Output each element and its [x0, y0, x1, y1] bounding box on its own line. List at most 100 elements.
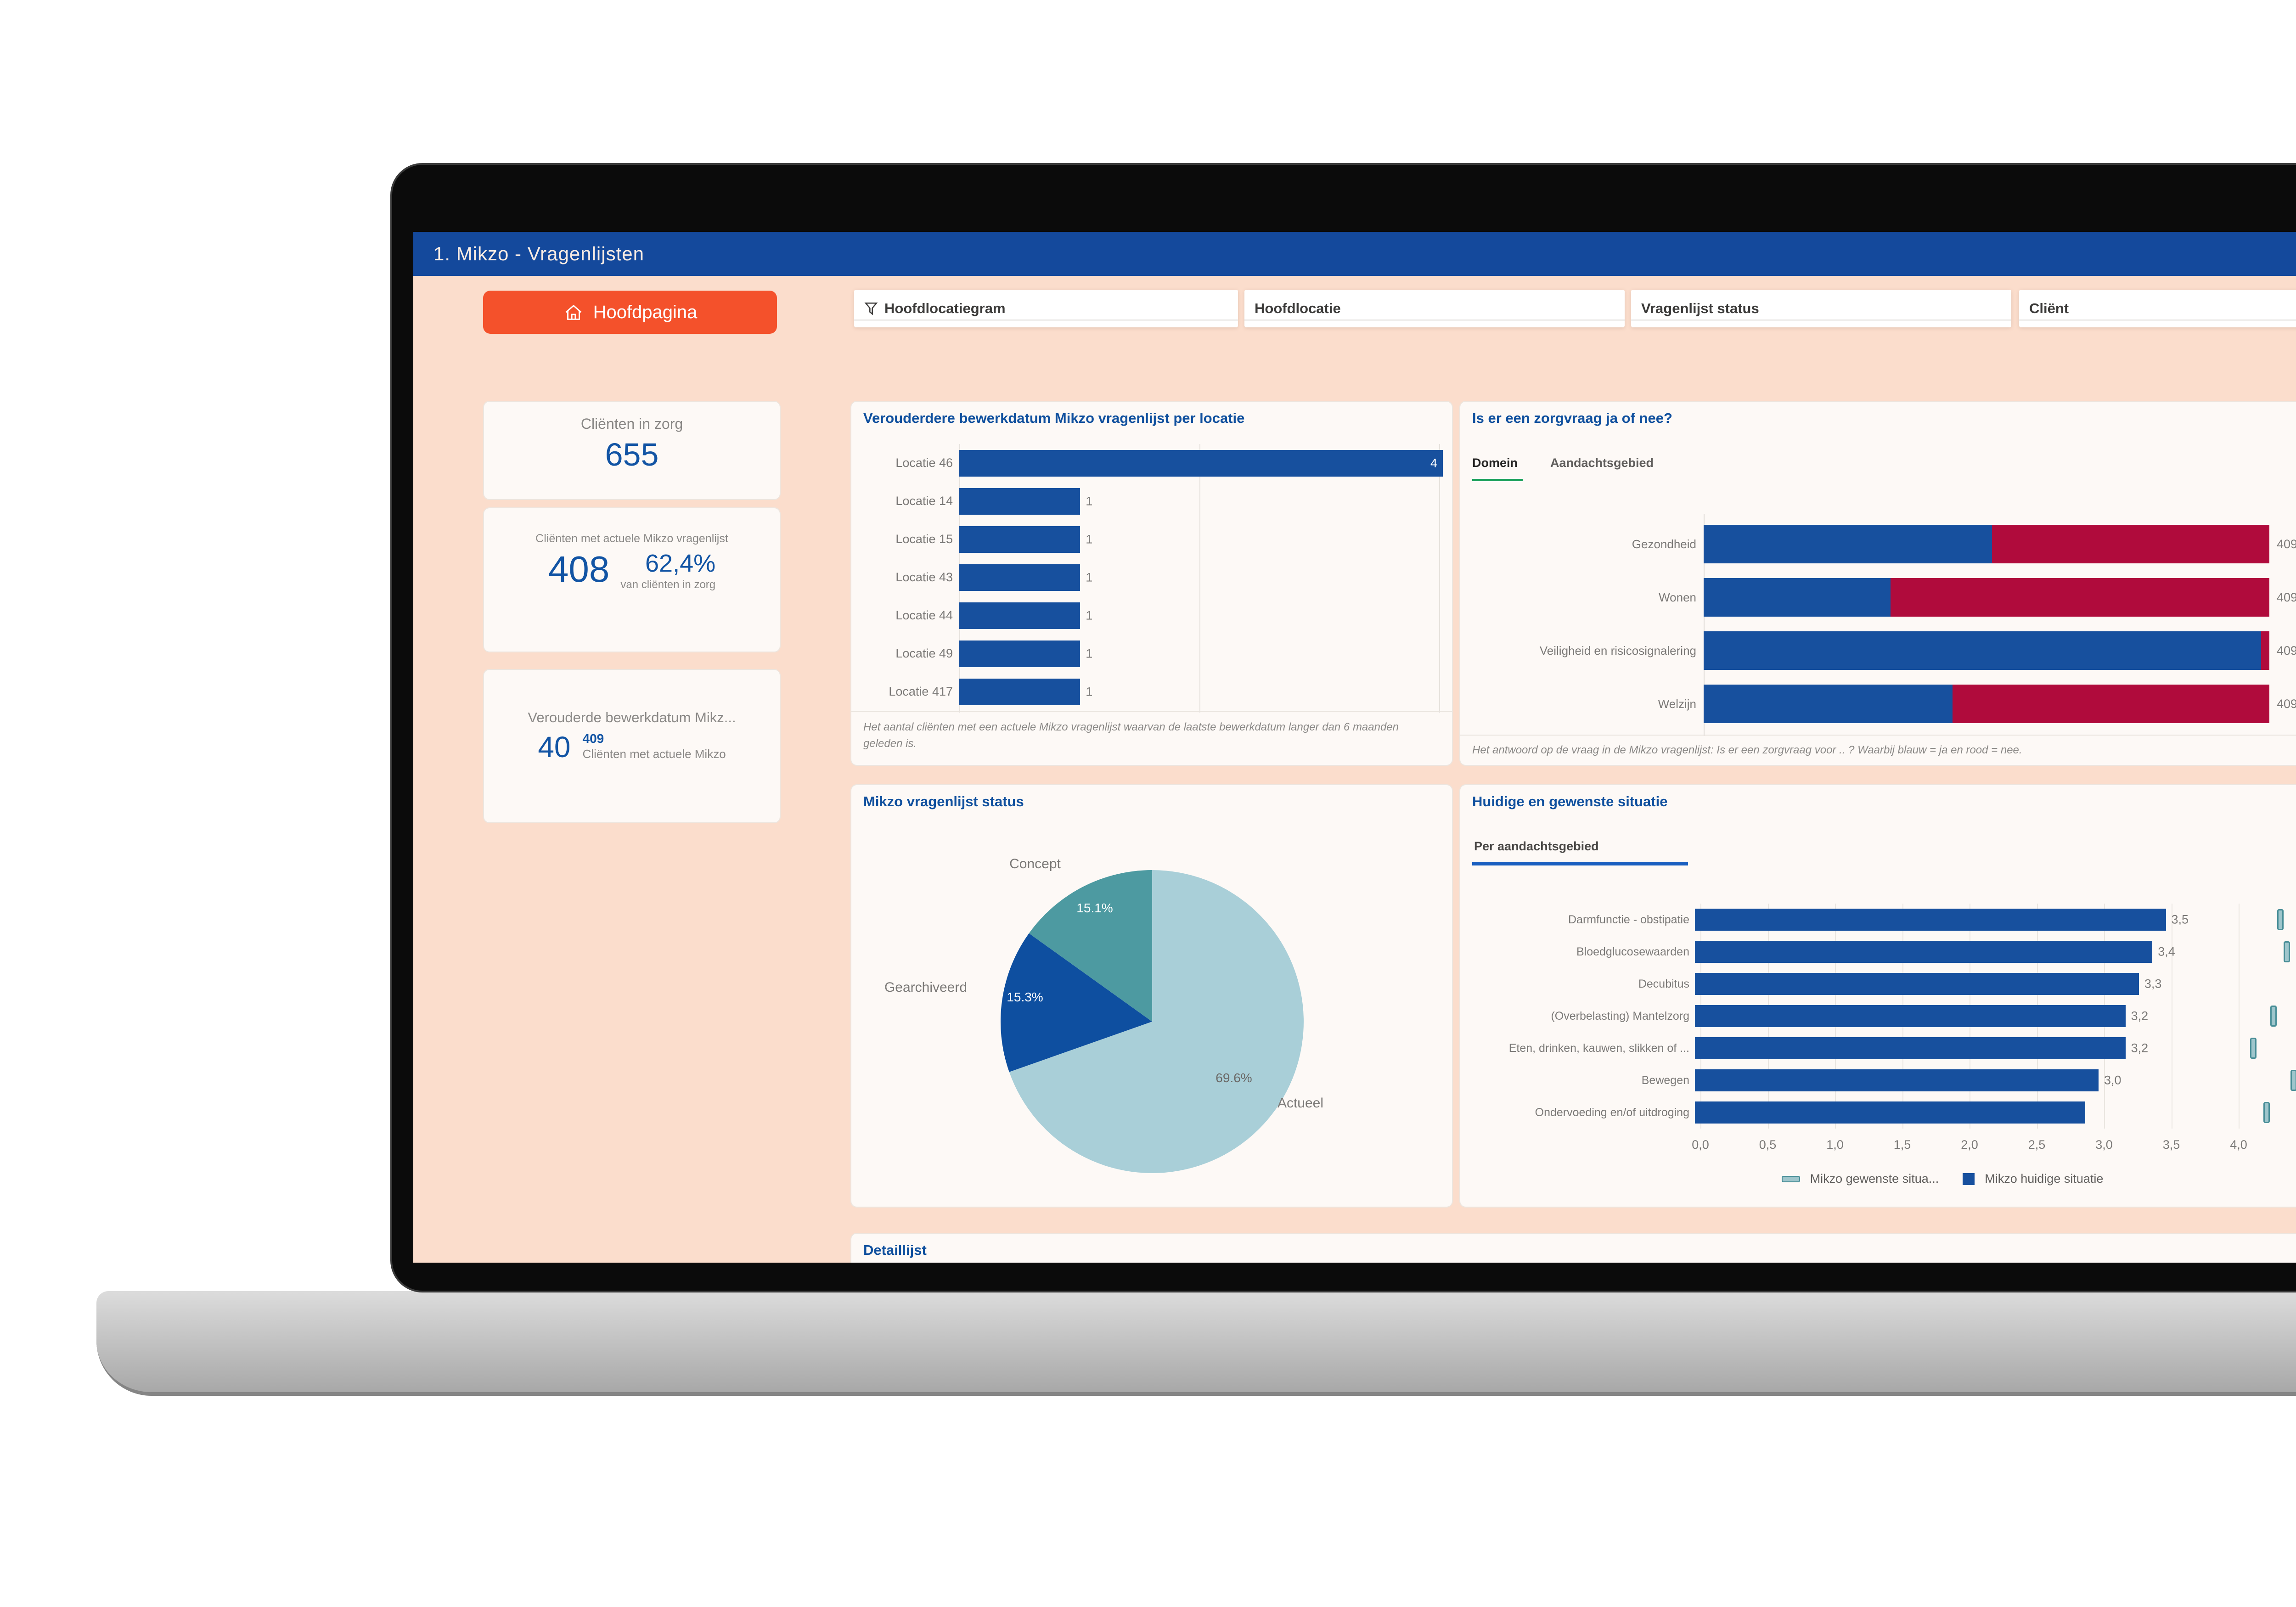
active-tab-underline	[1472, 479, 1523, 481]
bar-row: Locatie 417 1	[862, 673, 1441, 711]
category-label: Locatie 46	[895, 456, 953, 470]
x-tick-label: 0,5	[1759, 1138, 1777, 1152]
pie-slice-actueel[interactable]	[1009, 870, 1304, 1173]
segment-ja[interactable]	[1704, 525, 1992, 563]
segment-nee[interactable]	[1992, 525, 2269, 563]
data-bar[interactable]	[959, 678, 1080, 705]
target-marker[interactable]	[2284, 941, 2290, 962]
slicer-label: Hoofdlocatiegram	[884, 300, 1006, 316]
target-marker[interactable]	[2290, 1070, 2296, 1091]
category-label: Locatie 14	[895, 494, 953, 508]
bar-value-label: 3,2	[2131, 1009, 2149, 1023]
tab-domein[interactable]: Domein	[1472, 456, 1518, 470]
bar-value-label: 3,3	[2144, 977, 2162, 991]
kpi-title: Cliënten met actuele Mikzo vragenlijst	[535, 532, 728, 545]
bar-row: Decubitus 3,3	[1471, 968, 2296, 1000]
bar-track: 1	[959, 488, 1441, 515]
kpi-percent-caption: van cliënten in zorg	[620, 579, 716, 591]
slicer-label: Cliënt	[2029, 300, 2069, 316]
target-marker[interactable]	[2270, 1006, 2277, 1027]
chart-title: Huidige en gewenste situatie	[1472, 793, 1668, 809]
pie-slice-gearchiveerd[interactable]	[1000, 933, 1152, 1072]
slicer-client[interactable]: Cliënt	[2019, 290, 2296, 327]
bar-value-label: 3,0	[2104, 1073, 2122, 1087]
bar-track: 1	[959, 564, 1441, 591]
data-bar[interactable]	[1695, 941, 2153, 963]
page-title: 1. Mikzo - Vragenlijsten	[433, 243, 644, 264]
segment-ja[interactable]	[1704, 685, 1953, 723]
category-label: Locatie 49	[895, 646, 953, 660]
bar-track: 1	[959, 526, 1441, 553]
segment-nee[interactable]	[1890, 578, 2269, 617]
chart-card-zorgvraag: Is er een zorgvraag ja of nee? Domein Aa…	[1459, 401, 2296, 766]
data-bar[interactable]	[959, 602, 1080, 629]
bar-row: Eten, drinken, kauwen, slikken of ... 3,2	[1471, 1032, 2296, 1064]
data-bar[interactable]	[1695, 909, 2166, 931]
legend-huidige-label: Mikzo huidige situatie	[1985, 1172, 2104, 1186]
chart-legend: Mikzo gewenste situa... Mikzo huidige si…	[1471, 1172, 2296, 1186]
x-tick-label: 0,0	[1692, 1138, 1709, 1152]
pie-slice-concept[interactable]	[1029, 870, 1152, 1022]
data-bar[interactable]	[1695, 1069, 2099, 1091]
data-bar[interactable]	[1695, 1101, 2085, 1124]
segment-ja[interactable]	[1704, 578, 1891, 617]
data-bar[interactable]	[959, 640, 1080, 667]
target-marker[interactable]	[2277, 909, 2284, 930]
stacked-bar-row: Welzijn 409	[1471, 677, 2296, 730]
target-marker[interactable]	[2250, 1038, 2257, 1059]
data-bar[interactable]	[959, 564, 1080, 591]
bar-chart-plot: Locatie 46 4 Locatie 14 1 Locatie 15 1 Locatie…	[862, 444, 1443, 713]
slicer-label: Hoofdlocatie	[1255, 300, 1341, 316]
bar-total-label: 409	[2277, 590, 2296, 604]
data-bar[interactable]	[959, 488, 1080, 515]
category-label: Bewegen	[1641, 1073, 1689, 1087]
category-label: Gezondheid	[1632, 537, 1696, 551]
pie-label-concept: Concept	[1009, 856, 1061, 871]
stacked-bar-row: Gezondheid 409	[1471, 517, 2296, 571]
segment-nee[interactable]	[1953, 685, 2269, 723]
bar-track	[1704, 685, 2269, 723]
slicer-filter-icon	[864, 302, 878, 315]
kpi-card-actuele-vragenlijst: Cliënten met actuele Mikzo vragenlijst 4…	[483, 507, 781, 652]
tab-aandachtsgebied[interactable]: Aandachtsgebied	[1550, 456, 1654, 470]
slicer-hoofdlocatiegram[interactable]: Hoofdlocatiegram	[854, 290, 1238, 327]
home-page-button[interactable]: Hoofdpagina	[483, 291, 777, 334]
data-bar[interactable]	[1695, 973, 2139, 995]
bar-total-label: 409	[2277, 643, 2296, 657]
category-label: Locatie 43	[895, 570, 953, 584]
data-bar[interactable]	[959, 526, 1080, 553]
data-bar[interactable]	[1695, 1037, 2126, 1059]
kpi-value-row: 40 409 Cliënten met actuele Mikzo	[484, 732, 780, 762]
chart-card-vragenlijst-status: Mikzo vragenlijst status Concept 15.1% G…	[850, 784, 1453, 1208]
slicer-hoofdlocatie[interactable]: Hoofdlocatie	[1244, 290, 1625, 327]
kpi-percent: 62,4%	[645, 550, 716, 577]
bar-track	[1695, 1101, 2296, 1124]
data-bar[interactable]: 4	[959, 450, 1443, 477]
chart-title: Mikzo vragenlijst status	[863, 793, 1024, 809]
bar-value-label: 4	[1430, 456, 1437, 470]
slicer-vragenlijst-status[interactable]: Vragenlijst status	[1631, 290, 2011, 327]
chart-caption: Het antwoord op de vraag in de Mikzo vra…	[1460, 735, 2296, 765]
bar-value-label: 1	[1086, 646, 1093, 660]
segment-nee[interactable]	[2261, 631, 2269, 670]
kpi-value: 408	[548, 549, 610, 590]
x-axis: 0,00,51,01,52,02,53,03,54,04,55,0	[1471, 1138, 2296, 1156]
bar-marker-plot: Darmfunctie - obstipatie 3,5 Bloedglucosew…	[1471, 904, 2296, 1129]
data-bar[interactable]	[1695, 1005, 2126, 1027]
kpi-secondary-caption: Cliënten met actuele Mikzo	[582, 747, 726, 761]
tab-per-aandachtsgebied[interactable]: Per aandachtsgebied	[1474, 839, 1599, 853]
bar-row: Locatie 44 1	[862, 596, 1441, 635]
bar-track: 3,2	[1695, 1037, 2296, 1059]
segment-ja[interactable]	[1704, 631, 2261, 670]
x-tick-label: 3,5	[2162, 1138, 2180, 1152]
bar-track: 1	[959, 640, 1441, 667]
bar-row: Darmfunctie - obstipatie 3,5	[1471, 904, 2296, 936]
pie-chart[interactable]	[851, 785, 1452, 1207]
bar-value-label: 1	[1086, 570, 1093, 584]
kpi-title: Cliënten in zorg	[580, 416, 683, 432]
bar-row: (Overbelasting) Mantelzorg 3,2	[1471, 1000, 2296, 1032]
category-label: Locatie 15	[895, 532, 953, 546]
target-marker[interactable]	[2263, 1102, 2270, 1123]
home-icon	[565, 304, 581, 320]
bar-track: 3,5	[1695, 909, 2296, 931]
